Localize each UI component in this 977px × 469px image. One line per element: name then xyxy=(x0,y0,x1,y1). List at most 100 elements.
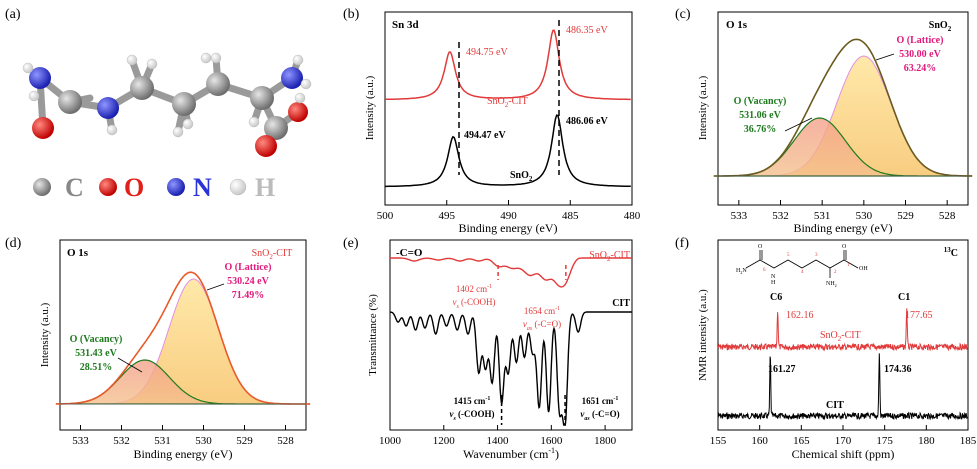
series-line-sno2-cit xyxy=(717,308,968,352)
x-tick-label: 160 xyxy=(751,435,768,447)
band-mode: νas (-C=O) xyxy=(523,319,561,332)
x-tick-label: 165 xyxy=(793,435,810,447)
component-label: O (Vacancy) xyxy=(734,96,787,107)
carbon-atom xyxy=(58,90,82,114)
structure-atom: O xyxy=(842,244,847,250)
x-axis-label: Binding energy (eV) xyxy=(133,447,232,461)
band-mode: νs (-COOH) xyxy=(452,297,495,310)
molecule-model xyxy=(22,52,312,157)
x-tick-label: 170 xyxy=(835,435,852,447)
carbon-index: 3 xyxy=(815,253,818,258)
hydrogen-atom xyxy=(146,58,158,70)
x-tick-label: 528 xyxy=(939,210,956,222)
component-position: 531.43 eV xyxy=(75,348,117,359)
series-line-cit xyxy=(389,311,632,426)
chart-title: -C=O xyxy=(396,247,423,259)
peak-label: 494.75 eV xyxy=(466,47,508,58)
component-label: O (Lattice) xyxy=(897,35,944,46)
y-axis-label: Intensity (a.u.) xyxy=(39,302,51,367)
band-position: 1651 cm-1 xyxy=(582,396,619,406)
atom-legend: C O N H xyxy=(33,173,275,202)
peak-label: 177.65 xyxy=(905,310,933,321)
plot-frame xyxy=(59,239,307,431)
structure-atom: H xyxy=(771,280,776,286)
series-label: CIT xyxy=(826,400,844,411)
series-label: SnO2-CIT xyxy=(820,330,861,343)
component-label: O (Vacancy) xyxy=(70,334,123,345)
hydrogen-atom xyxy=(28,90,40,102)
x-tick-label: 490 xyxy=(500,210,517,222)
carbon-label: C6 xyxy=(770,292,782,303)
hydrogen-atom xyxy=(294,92,306,104)
x-axis-ticks: 533 532 531 530 529 528 xyxy=(72,425,294,447)
series-label: SnO2 xyxy=(510,170,533,183)
peak-label: 162.16 xyxy=(786,310,814,321)
hydrogen-atom xyxy=(300,78,312,90)
x-tick-label: 530 xyxy=(195,435,212,447)
panel-c-letter: (c) xyxy=(675,7,691,22)
component-fraction: 28.51% xyxy=(80,362,113,373)
panel-a-letter: (a) xyxy=(5,7,21,22)
plot-frame xyxy=(717,11,969,206)
annotation-arrow xyxy=(875,53,895,61)
legend-hydrogen: H xyxy=(255,173,275,202)
carbon-index: 5 xyxy=(787,253,790,258)
hydrogen-atom xyxy=(292,54,304,66)
x-tick-label: 531 xyxy=(154,435,171,447)
x-tick-label: 495 xyxy=(439,210,456,222)
annotation-arrow xyxy=(117,357,143,373)
plot-frame xyxy=(389,239,633,431)
band-position: 1415 cm-1 xyxy=(454,396,491,406)
hydrogen-atom xyxy=(182,118,194,130)
hydrogen-atom xyxy=(200,52,212,64)
nitrogen-atom xyxy=(29,67,51,89)
oxygen-atom xyxy=(288,102,308,122)
x-axis-ticks: 533 532 531 530 529 528 xyxy=(731,200,956,222)
y-axis-label: Intensity (a.u.) xyxy=(697,75,709,140)
x-tick-label: 1400 xyxy=(487,435,510,447)
band-mode: νas (-C=O) xyxy=(580,409,619,422)
x-tick-label: 533 xyxy=(731,210,748,222)
legend-carbon: C xyxy=(65,173,84,202)
component-label: O (Lattice) xyxy=(225,262,272,273)
x-axis-label: Binding energy (eV) xyxy=(458,221,557,235)
hydrogen-atom xyxy=(22,62,34,74)
nitrogen-atom xyxy=(281,67,303,89)
cit-annotations: 1415 cm-1 νs (-COOH) 1651 cm-1 νas (-C=O… xyxy=(449,396,619,422)
x-tick-label: 533 xyxy=(72,435,89,447)
x-tick-label: 528 xyxy=(277,435,294,447)
carbon-atom xyxy=(206,72,230,96)
x-tick-label: 155 xyxy=(710,435,727,447)
carbon-index: 6 xyxy=(763,268,766,273)
structure-atom: NH2 xyxy=(826,281,837,288)
component-position: 531.06 eV xyxy=(739,110,781,121)
component-fraction: 63.24% xyxy=(904,63,937,74)
x-tick-label: 1200 xyxy=(433,435,456,447)
sample-label: SnO2 xyxy=(929,20,952,33)
y-axis-label: Intensity (a.u.) xyxy=(364,75,376,140)
panel-a: (a) C O N H xyxy=(5,7,312,202)
oxygen-atom xyxy=(32,117,54,139)
hydrogen-atom xyxy=(126,54,138,66)
peak-label: 174.36 xyxy=(884,364,912,375)
series-line-sno2-cit xyxy=(390,257,632,288)
x-tick-label: 1000 xyxy=(379,435,402,447)
nitrogen-atom xyxy=(97,97,119,119)
x-tick-label: 530 xyxy=(856,210,873,222)
x-tick-label: 480 xyxy=(624,210,641,222)
x-axis-label: Binding energy (eV) xyxy=(793,221,892,235)
band-mode: νs (-COOH) xyxy=(449,409,494,422)
citrulline-structure: O H2N N H O OH NH2 6 5 4 3 2 1 xyxy=(736,244,868,288)
carbon-atom xyxy=(130,76,154,100)
series-label: SnO2-CIT xyxy=(589,250,630,263)
band-position: 1654 cm-1 xyxy=(524,306,560,316)
chart-title: Sn 3d xyxy=(392,19,419,31)
panel-e-letter: (e) xyxy=(343,236,359,251)
carbon-label: C1 xyxy=(898,292,910,303)
chart-title: O 1s xyxy=(726,19,748,31)
x-tick-label: 529 xyxy=(236,435,253,447)
chart-title: O 1s xyxy=(67,247,89,259)
carbon-index: 1 xyxy=(847,263,850,268)
x-axis-ticks: 500 495 490 485 480 xyxy=(377,200,641,222)
peak-label: 486.06 eV xyxy=(566,116,608,127)
